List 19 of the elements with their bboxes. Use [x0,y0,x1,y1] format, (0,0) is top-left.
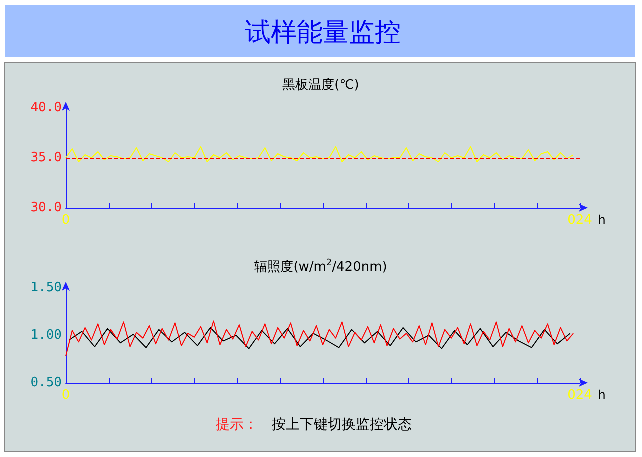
y-tick-label: 0.50 [30,376,62,390]
x-axis-title: h [598,213,606,227]
y-tick-label: 40.0 [30,100,62,116]
line-series [68,327,571,350]
y-tick-label: 30.0 [30,200,62,216]
chart-title: 黑板温度(℃) [282,77,360,93]
text: 按上下键切换监控状态 [272,417,412,433]
x-axis-title: h [598,388,606,402]
x-tick-label: 0 [62,388,70,403]
y-tick-label: 1.00 [30,328,62,343]
y-tick-label: 35.0 [30,150,62,166]
x-tick-label: 024 [568,388,592,403]
text: 试样能量监控 [245,17,401,50]
line-series [66,146,574,162]
line-series [66,320,574,357]
text: 提示： [216,417,258,433]
y-tick-label: 1.50 [30,280,62,296]
x-tick-label: 0 [62,213,70,228]
x-tick-label: 024 [568,213,592,228]
